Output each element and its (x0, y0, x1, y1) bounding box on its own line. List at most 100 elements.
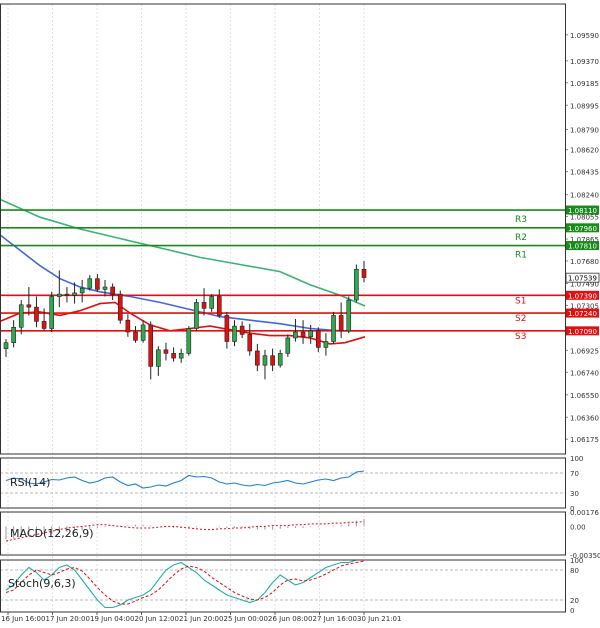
candle-down (163, 349, 169, 354)
y-tick-label: 1.09370 (570, 58, 599, 66)
candle-up (49, 296, 55, 329)
candle-down (224, 315, 230, 342)
candle-up (262, 355, 268, 366)
level-tag-label: 1.07090 (568, 328, 597, 336)
y-tick-label: 1.07305 (570, 302, 599, 310)
rsi-label: RSI(14) (10, 476, 50, 489)
y-tick-label: 1.06360 (570, 414, 599, 422)
candle-up (57, 293, 62, 297)
level-tag-bg (566, 308, 599, 318)
ma-slow-line (0, 198, 366, 307)
rsi-tick-label: 100 (570, 455, 583, 463)
macd-panel-frame (0, 511, 566, 556)
y-tick-label: 1.06175 (570, 436, 599, 444)
candle-up (18, 304, 24, 328)
candle-down (34, 306, 39, 322)
candle-down (171, 353, 176, 359)
candle-up (209, 296, 214, 309)
level-tag-bg (566, 205, 599, 215)
x-tick-label: 19 Jun 04:00 (90, 615, 134, 623)
level-name-s2: S2 (515, 314, 526, 324)
candle-down (247, 334, 253, 352)
candle-up (277, 353, 283, 366)
candle-down (125, 319, 131, 333)
level-tag-label: 1.08110 (568, 207, 597, 215)
level-name-r3: R3 (515, 215, 527, 225)
x-tick-label: 21 Jun 20:00 (179, 615, 223, 623)
level-tag-label: 1.07390 (568, 292, 597, 300)
candle-up (87, 278, 93, 289)
candle-up (140, 324, 146, 341)
candle-down (270, 355, 275, 366)
candle-down (133, 331, 138, 341)
y-tick-label: 1.08240 (570, 192, 599, 200)
candle-up (102, 286, 108, 290)
x-tick-label: 30 Jun 21:01 (357, 615, 401, 623)
main-panel-frame (0, 3, 566, 455)
level-tag-bg (566, 326, 599, 336)
level-tag-label: 1.07810 (568, 243, 597, 251)
candle-up (11, 326, 16, 343)
y-tick-label: 1.07490 (570, 280, 599, 288)
stoch-main-line (5, 559, 364, 609)
level-tag-bg (566, 223, 599, 233)
candle-down (361, 268, 367, 278)
candle-down (201, 302, 207, 309)
y-tick-label: 1.07680 (570, 258, 599, 266)
candle-up (72, 292, 77, 296)
level-name-s1: S1 (515, 296, 526, 306)
candle-down (239, 325, 245, 335)
macd-tick-label: 0.00176 (570, 509, 599, 517)
candle-down (216, 296, 222, 316)
ma-fast-line (0, 301, 366, 345)
candle-up (285, 337, 291, 354)
macd-tick-label: 0.00 (570, 523, 586, 531)
level-tag-label: 1.07960 (568, 225, 597, 233)
candle-up (232, 325, 237, 342)
candle-down (315, 330, 321, 348)
candle-up (354, 268, 359, 301)
candle-up (156, 349, 161, 367)
y-tick-label: 1.08790 (570, 127, 599, 135)
level-tag-bg (566, 241, 599, 251)
candle-up (194, 302, 199, 329)
candle-down (41, 321, 47, 329)
candle-up (186, 328, 192, 354)
candle-up (79, 287, 85, 294)
y-tick-label: 1.08995 (570, 102, 599, 110)
stoch-label: Stoch(9,6,3) (8, 577, 76, 590)
y-tick-label: 1.06925 (570, 347, 599, 355)
candle-down (64, 293, 70, 296)
y-tick-label: 1.09590 (570, 32, 599, 40)
level-name-r1: R1 (515, 251, 527, 261)
y-tick-label: 1.08055 (570, 214, 599, 222)
stoch-tick-label: 0 (570, 607, 574, 615)
stoch-tick-label: 80 (570, 567, 579, 575)
candle-down (110, 286, 115, 295)
candle-down (255, 350, 260, 366)
stoch-panel-frame (0, 559, 566, 613)
x-tick-label: 20 Jun 12:00 (135, 615, 179, 623)
stoch-signal-line (5, 560, 365, 605)
candle-down (95, 278, 100, 290)
level-tag-label: 1.07240 (568, 310, 597, 318)
rsi-line (5, 470, 365, 489)
y-tick-label: 1.09185 (570, 80, 599, 88)
candle-up (3, 342, 9, 349)
x-tick-label: 16 Jun 16:00 (1, 615, 45, 623)
candle-up (178, 353, 184, 359)
macd-signal-line (5, 521, 365, 542)
candle-up (346, 299, 352, 332)
macd-tick-label: -0.003505 (570, 552, 600, 560)
x-tick-label: 26 Jun 08:00 (268, 615, 312, 623)
candle-up (331, 315, 336, 342)
candle-down (338, 315, 344, 332)
rsi-panel-frame (0, 457, 566, 509)
candle-up (293, 331, 298, 339)
candle-down (26, 304, 32, 308)
level-tag-bg (566, 290, 599, 300)
x-tick-label: 25 Jun 00:00 (224, 615, 268, 623)
candle-down (117, 293, 123, 321)
